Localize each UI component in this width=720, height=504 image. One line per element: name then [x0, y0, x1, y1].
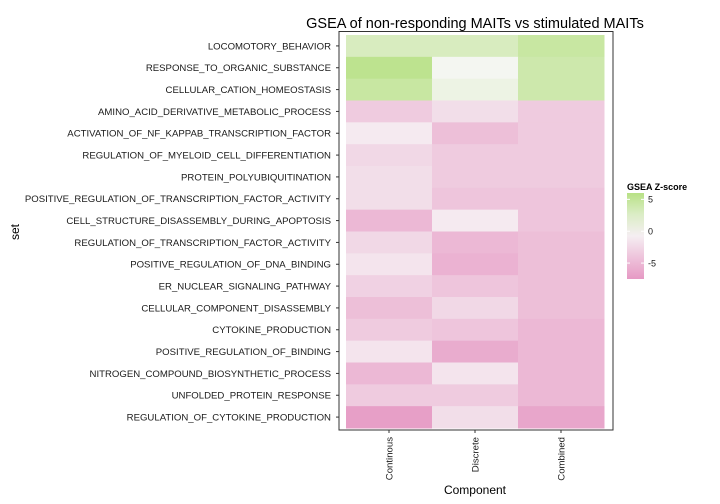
y-tick-label: POSITIVE_REGULATION_OF_DNA_BINDING: [130, 260, 331, 271]
y-tick-label: AMINO_ACID_DERIVATIVE_METABOLIC_PROCESS: [98, 107, 331, 118]
heatmap-cell: [518, 231, 605, 254]
heatmap-cell: [346, 209, 433, 232]
chart-title: GSEA of non-responding MAITs vs stimulat…: [306, 16, 644, 32]
heatmap-cell: [432, 297, 519, 320]
heatmap-cell: [346, 362, 433, 385]
heatmap-cell: [432, 187, 519, 211]
heatmap-cell: [518, 406, 605, 429]
x-tick-label: Continous: [385, 437, 396, 480]
heatmap-cell: [518, 209, 605, 232]
heatmap-cells: [346, 35, 605, 429]
legend-color-bar: [627, 193, 644, 279]
heatmap-cell: [432, 231, 519, 254]
heatmap-cell: [432, 209, 519, 232]
y-tick-label: CELLULAR_CATION_HOMEOSTASIS: [166, 85, 331, 96]
heatmap-cell: [518, 166, 605, 189]
heatmap-cell: [346, 144, 433, 167]
heatmap-cell: [432, 406, 519, 429]
heatmap-cell: [346, 231, 433, 254]
heatmap-cell: [518, 253, 605, 276]
heatmap-cell: [432, 78, 519, 101]
heatmap-cell: [346, 253, 433, 276]
heatmap-cell: [346, 318, 433, 342]
legend-tick-label: 5: [648, 195, 653, 205]
heatmap-cell: [346, 122, 433, 145]
heatmap-cell: [346, 297, 433, 320]
y-axis-ticks: LOCOMOTORY_BEHAVIOR RESPONSE_TO_ORGANIC_S…: [25, 41, 339, 423]
heatmap-cell: [432, 362, 519, 385]
legend-title: GSEA Z-score: [627, 182, 687, 192]
y-tick-label: PROTEIN_POLYUBIQUITINATION: [181, 172, 331, 183]
heatmap-cell: [432, 340, 519, 363]
heatmap-cell: [432, 56, 519, 80]
heatmap-cell: [346, 56, 433, 80]
panel-border: [338, 31, 614, 431]
x-axis-title: Component: [444, 483, 507, 497]
heatmap-cell: [518, 297, 605, 320]
legend-tick-label: 0: [648, 226, 653, 236]
heatmap-cell: [346, 100, 433, 123]
y-axis-title: set: [8, 223, 22, 240]
y-tick-label: ACTIVATION_OF_NF_KAPPAB_TRANSCRIPTION_FA…: [67, 129, 331, 140]
heatmap-cell: [518, 340, 605, 363]
y-tick-label: LOCOMOTORY_BEHAVIOR: [208, 41, 331, 52]
heatmap-cell: [518, 144, 605, 167]
y-tick-label: NITROGEN_COMPOUND_BIOSYNTHETIC_PROCESS: [90, 369, 331, 380]
y-tick-label: ER_NUCLEAR_SIGNALING_PATHWAY: [159, 281, 332, 292]
heatmap-cell: [346, 340, 433, 363]
heatmap-cell: [518, 100, 605, 123]
y-tick-label: UNFOLDED_PROTEIN_RESPONSE: [172, 391, 331, 402]
y-tick-label: CELL_STRUCTURE_DISASSEMBLY_DURING_APOPTO…: [66, 216, 331, 227]
heatmap-cell: [432, 318, 519, 342]
heatmap-cell: [432, 144, 519, 167]
y-tick-label: REGULATION_OF_TRANSCRIPTION_FACTOR_ACTIV…: [74, 238, 331, 249]
y-tick-label: POSITIVE_REGULATION_OF_TRANSCRIPTION_FAC…: [25, 194, 332, 205]
y-tick-label: CELLULAR_COMPONENT_DISASSEMBLY: [141, 303, 331, 314]
heatmap-cell: [346, 275, 433, 298]
heatmap-cell: [518, 187, 605, 211]
heatmap-cell: [518, 35, 605, 58]
y-tick-label: POSITIVE_REGULATION_OF_BINDING: [156, 347, 331, 358]
heatmap-cell: [518, 384, 605, 407]
heatmap-cell: [346, 187, 433, 211]
x-axis-ticks: Continous Discrete Combined: [385, 430, 568, 481]
heatmap-cell: [346, 384, 433, 407]
y-tick-label: REGULATION_OF_MYELOID_CELL_DIFFERENTIATI…: [82, 150, 331, 161]
heatmap-cell: [432, 100, 519, 123]
heatmap-cell: [432, 35, 519, 58]
heatmap-cell: [432, 384, 519, 407]
x-tick-label: Discrete: [471, 437, 482, 472]
heatmap-cell: [518, 318, 605, 342]
heatmap-cell: [432, 122, 519, 145]
heatmap-cell: [518, 275, 605, 298]
color-legend: GSEA Z-score 5 0 -5: [627, 182, 687, 279]
x-tick-label: Combined: [557, 437, 568, 481]
heatmap-cell: [518, 122, 605, 145]
heatmap-cell: [432, 253, 519, 276]
heatmap-cell: [432, 166, 519, 189]
heatmap-cell: [518, 78, 605, 101]
y-tick-label: CYTOKINE_PRODUCTION: [212, 325, 331, 336]
y-tick-label: REGULATION_OF_CYTOKINE_PRODUCTION: [127, 412, 331, 423]
heatmap-cell: [518, 362, 605, 385]
legend-tick-label: -5: [648, 258, 656, 268]
heatmap-cell: [346, 406, 433, 429]
heatmap-cell: [432, 275, 519, 298]
legend-ticks: 5 0 -5: [627, 195, 656, 268]
y-tick-label: RESPONSE_TO_ORGANIC_SUBSTANCE: [146, 63, 331, 74]
heatmap-cell: [518, 56, 605, 80]
heatmap-cell: [346, 35, 433, 58]
heatmap-cell: [346, 78, 433, 101]
heatmap-cell: [346, 166, 433, 189]
